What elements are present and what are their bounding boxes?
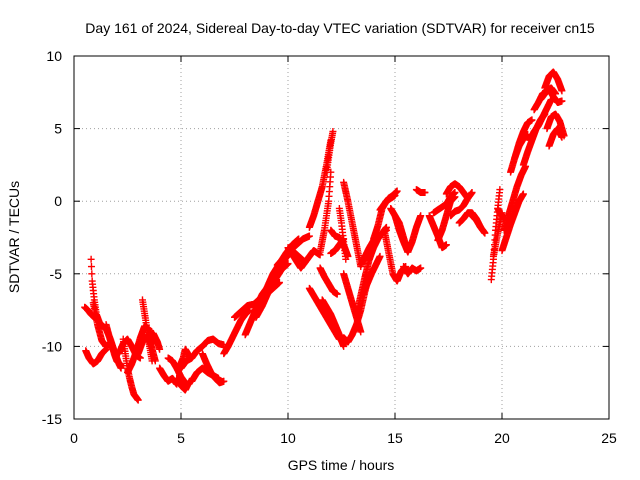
y-tick-label: 5 [54, 121, 62, 137]
series-t31 [316, 264, 341, 298]
data-point [305, 232, 313, 240]
series-t48 [400, 263, 425, 278]
data-point [329, 128, 337, 136]
data-point [220, 377, 228, 385]
data-point [393, 187, 401, 195]
data-point [417, 264, 425, 272]
y-axis-label: SDTVAR / TECUs [6, 181, 22, 293]
series-t54 [447, 188, 476, 220]
x-axis-label: GPS time / hours [288, 457, 395, 473]
data-point [357, 328, 365, 336]
series-t28 [316, 168, 335, 256]
data-points [81, 68, 568, 404]
series-t21 [241, 284, 271, 339]
series-t61 [500, 162, 530, 234]
data-point [376, 252, 384, 260]
data-point [528, 116, 536, 124]
x-tick-label: 5 [177, 430, 185, 446]
data-point [558, 133, 566, 141]
series-t13 [164, 354, 189, 387]
data-point [496, 186, 504, 194]
series-t11 [145, 329, 164, 353]
data-point [558, 87, 566, 95]
y-tick-label: 10 [46, 48, 62, 64]
data-point [468, 188, 476, 196]
data-point [134, 396, 142, 404]
data-point [136, 354, 144, 362]
data-point [442, 241, 450, 249]
series-t41 [359, 252, 384, 298]
series-t14 [173, 374, 194, 394]
grid [74, 56, 609, 419]
data-point [117, 361, 125, 369]
y-tick-label: -5 [50, 266, 63, 282]
series-t52 [434, 193, 459, 244]
series-t36 [340, 178, 365, 271]
series-t19 [220, 306, 253, 358]
data-point [88, 270, 96, 278]
series-t67 [537, 85, 566, 106]
x-tick-label: 25 [601, 430, 617, 446]
x-tick-label: 0 [70, 430, 78, 446]
series-t63 [511, 116, 536, 162]
y-tick-label: -10 [42, 338, 62, 354]
data-point [87, 255, 95, 263]
data-point [148, 357, 156, 365]
series-t49 [412, 186, 429, 196]
data-point [333, 290, 341, 298]
data-point [340, 342, 348, 350]
x-tick-label: 10 [280, 430, 296, 446]
series-t18 [198, 350, 228, 387]
y-tick-label: -15 [42, 411, 62, 427]
data-point [558, 97, 566, 105]
series-t10 [138, 296, 156, 365]
series-t12 [156, 364, 181, 388]
series-t29 [323, 128, 337, 176]
data-point [481, 229, 489, 237]
series-t2 [82, 345, 110, 368]
x-tick-label: 20 [494, 430, 510, 446]
y-tick-label: 0 [54, 193, 62, 209]
series-t47 [391, 212, 425, 256]
data-point [417, 212, 425, 220]
data-point [87, 263, 95, 271]
series-t70 [545, 125, 566, 150]
series-t16 [177, 335, 228, 372]
series-t59 [494, 204, 508, 223]
axis-ticks: 0 5 10 15 20 25 -15 -10 -5 0 5 10 [42, 48, 617, 446]
data-point [156, 345, 164, 353]
plot-frame [73, 55, 610, 420]
data-point [421, 188, 429, 196]
chart-title: Day 161 of 2024, Sidereal Day-to-day VTE… [85, 20, 595, 36]
series-t65 [526, 96, 555, 144]
series-t68 [541, 68, 566, 95]
series-t44 [376, 187, 401, 214]
series-t69 [543, 110, 568, 140]
x-tick-label: 15 [387, 430, 403, 446]
series-t56 [468, 212, 489, 237]
data-point [451, 193, 459, 201]
data-point [342, 255, 350, 263]
series-t35 [335, 204, 350, 263]
data-point [519, 190, 527, 198]
